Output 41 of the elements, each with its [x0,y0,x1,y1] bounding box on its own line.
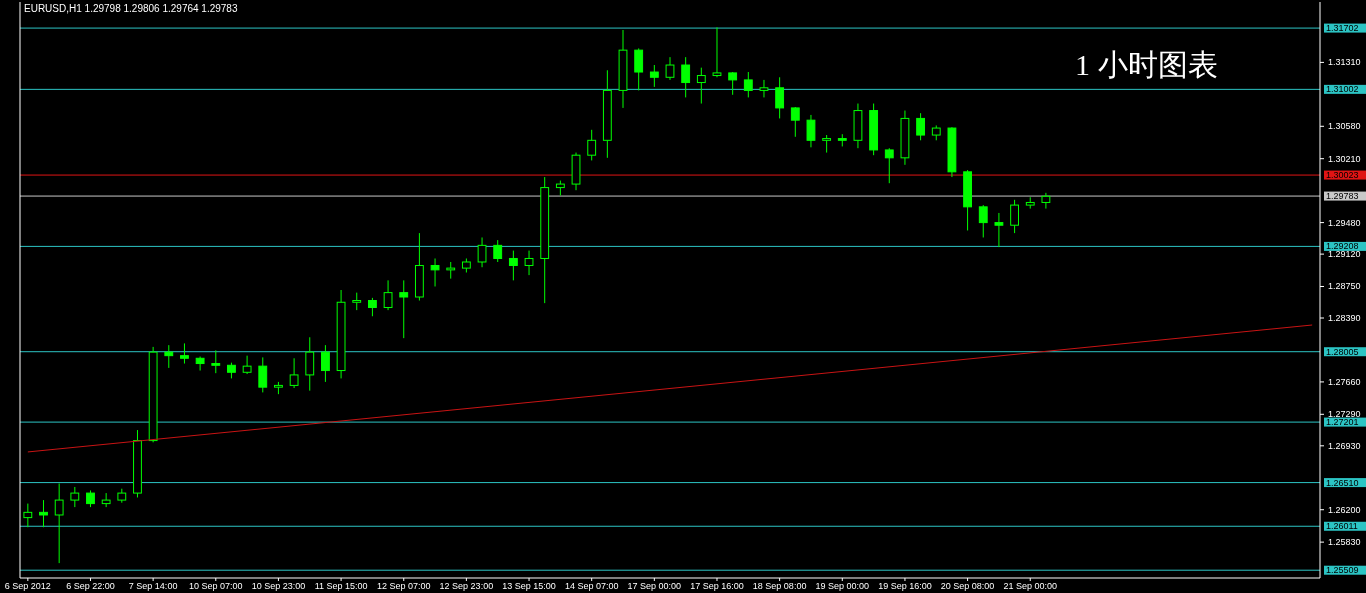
y-tick-label: 1.26930 [1328,440,1361,451]
y-tick-label: 1.28390 [1328,313,1361,324]
x-tick-label: 11 Sep 15:00 [314,581,368,591]
x-tick-label: 19 Sep 00:00 [815,581,870,591]
x-tick-label: 6 Sep 2012 [4,581,51,591]
ref-line-label: 1.26011 [1326,521,1358,532]
annotation: 1 小时图表 [1075,48,1218,81]
y-tick-label: 1.25830 [1328,537,1361,548]
x-tick-label: 17 Sep 00:00 [627,581,682,591]
y-tick-label: 1.30580 [1328,121,1361,132]
x-tick-label: 14 Sep 07:00 [564,581,619,591]
y-tick-label: 1.30210 [1328,153,1361,164]
y-tick-label: 1.29120 [1328,249,1361,260]
ref-line-label: 1.29208 [1326,241,1359,252]
x-tick-label: 6 Sep 22:00 [66,581,115,591]
y-tick-label: 1.26200 [1328,504,1361,515]
ref-line-label: 1.28005 [1326,346,1359,357]
ref-line-label: 1.25509 [1326,565,1359,576]
chart-title: EURUSD,H1 1.29798 1.29806 1.29764 1.29783 [24,3,238,14]
x-tick-label: 17 Sep 16:00 [690,581,744,591]
x-tick-label: 19 Sep 16:00 [878,581,932,591]
y-tick-label: 1.27660 [1328,376,1361,387]
x-tick-label: 21 Sep 00:00 [1003,581,1058,591]
x-tick-label: 20 Sep 08:00 [940,581,995,591]
x-tick-label: 12 Sep 07:00 [376,581,431,591]
x-tick-label: 10 Sep 23:00 [251,581,306,591]
ref-line-label: 1.31002 [1326,84,1359,95]
y-tick-label: 1.31310 [1328,57,1361,68]
ref-line-label: 1.26510 [1326,477,1359,488]
ref-line-label: 1.30023 [1326,170,1359,181]
y-tick-label: 1.28750 [1328,281,1361,292]
ref-line-label: 1.27201 [1326,417,1359,428]
y-tick-label: 1.27290 [1328,409,1361,420]
x-tick-label: 7 Sep 14:00 [128,581,178,591]
ref-line-label: 1.31702 [1326,23,1359,34]
x-tick-label: 18 Sep 08:00 [752,581,807,591]
x-tick-label: 10 Sep 07:00 [189,581,243,591]
y-tick-label: 1.29480 [1328,217,1361,228]
x-tick-label: 12 Sep 23:00 [439,581,494,591]
x-tick-label: 13 Sep 15:00 [502,581,556,591]
ref-line-label: 1.29783 [1326,191,1359,202]
